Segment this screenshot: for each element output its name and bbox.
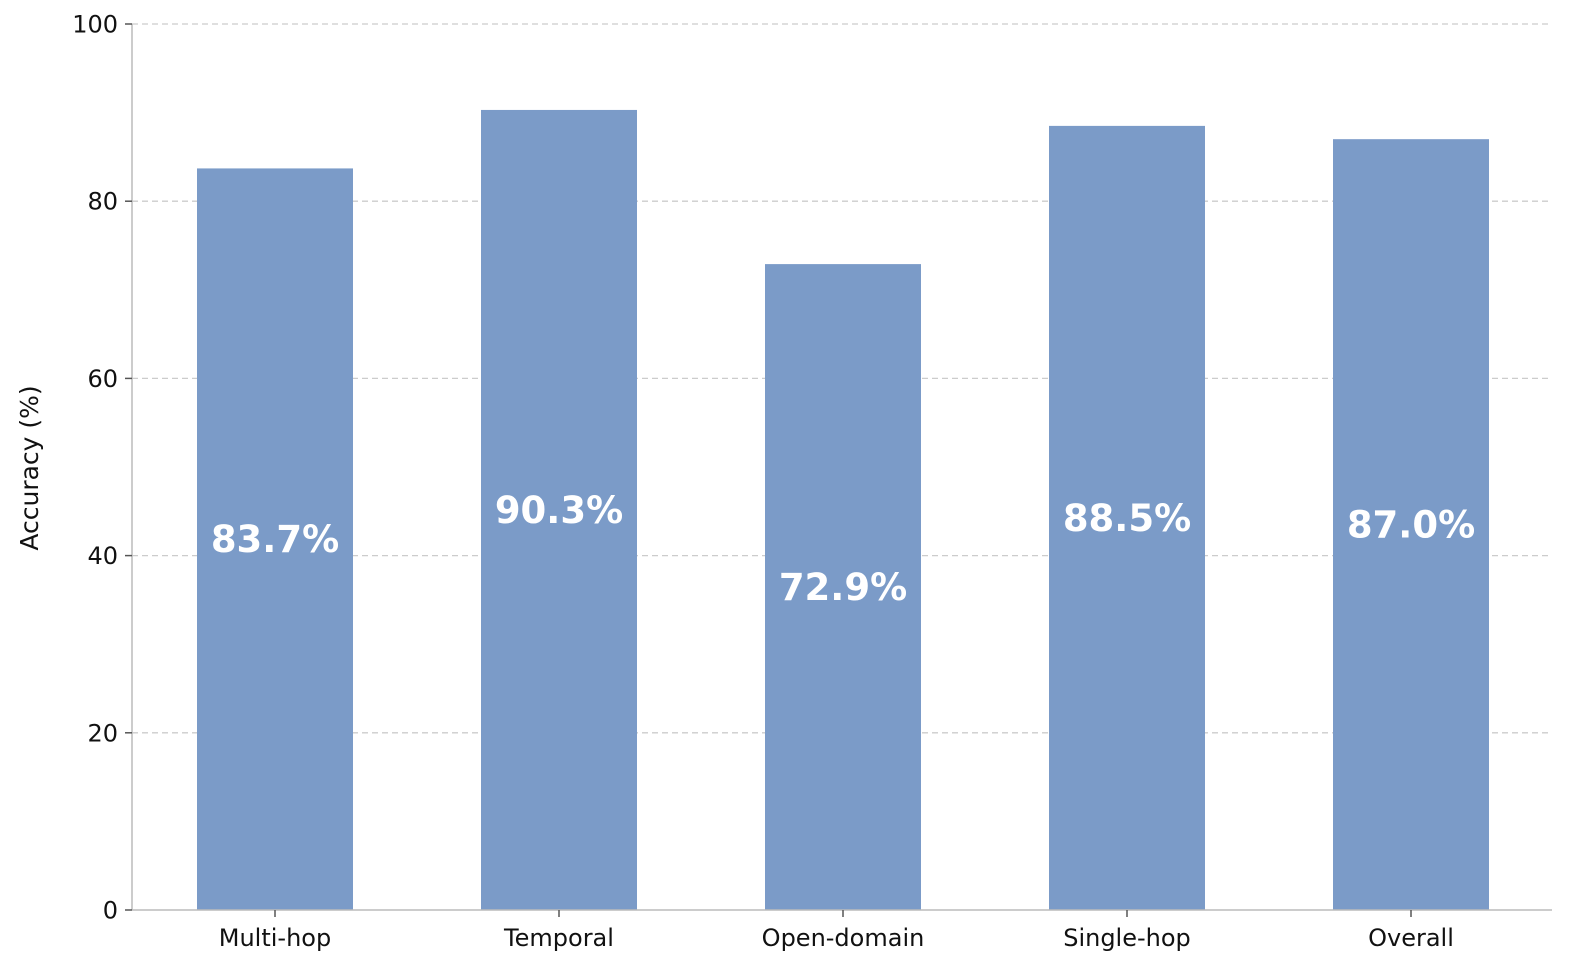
bar-single-hop [1049,125,1205,910]
axes [131,24,1552,911]
x-tick-label-single-hop: Single-hop [1063,924,1191,952]
x-tick-label-overall: Overall [1368,924,1454,952]
bar-multi-hop [197,168,353,911]
y-tick-label-20: 20 [87,719,118,747]
y-tick-label-100: 100 [72,11,118,39]
y-axis-title: Accuracy (%) [15,385,44,550]
y-tick-label-0: 0 [103,897,118,925]
data-labels: 83.7% 90.3% 72.9% 88.5% 87.0% [211,489,1475,609]
x-tick-label-temporal: Temporal [503,924,614,952]
y-tick-label-60: 60 [87,365,118,393]
x-tick-label-open-domain: Open-domain [762,924,925,952]
data-label-multi-hop: 83.7% [211,518,339,561]
bars [197,109,1489,911]
data-label-overall: 87.0% [1347,504,1475,547]
y-ticks: 0 20 40 60 80 100 [72,11,132,925]
y-tick-label-40: 40 [87,542,118,570]
x-tick-label-multi-hop: Multi-hop [219,924,331,952]
y-tick-label-80: 80 [87,188,118,216]
data-label-open-domain: 72.9% [779,566,907,609]
bar-temporal [481,109,637,910]
bar-overall [1333,139,1489,910]
bar-open-domain [765,264,921,911]
data-label-temporal: 90.3% [495,489,623,532]
x-ticks: Multi-hop Temporal Open-domain Single-hop Ov… [219,910,1454,952]
data-label-single-hop: 88.5% [1063,497,1191,540]
